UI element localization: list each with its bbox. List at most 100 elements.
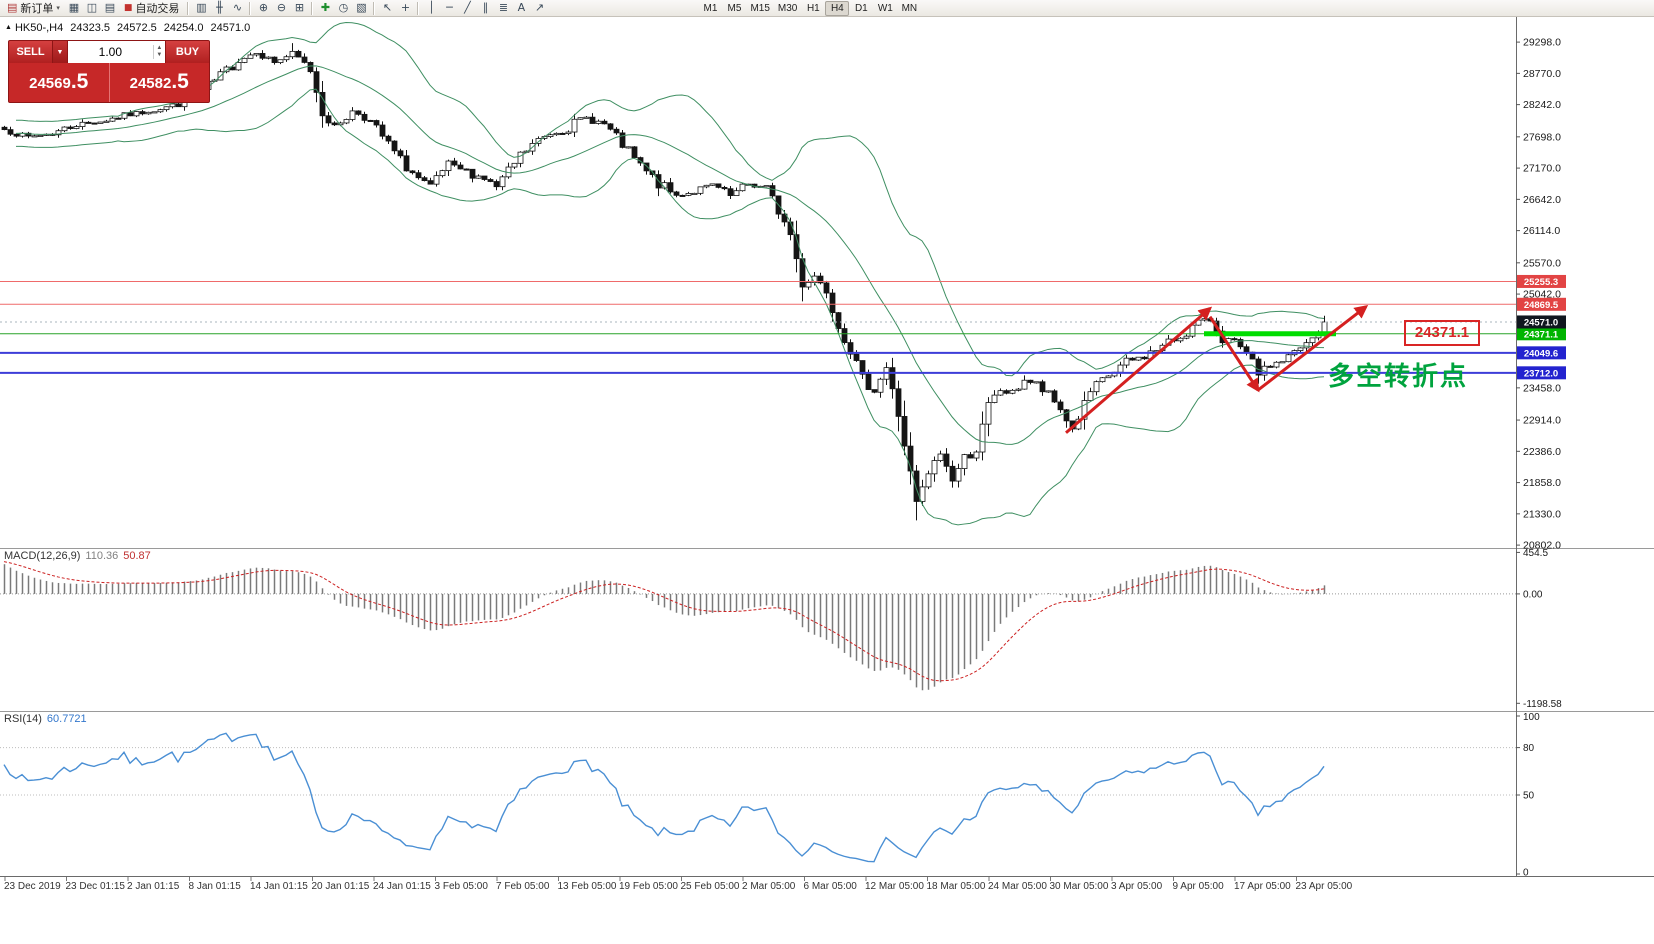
vertical-line-icon[interactable]: │ [428, 1, 435, 14]
ohlc-open: 24323.5 [70, 22, 110, 34]
svg-text:3 Feb 05:00: 3 Feb 05:00 [435, 881, 489, 892]
chart-type-icons-group: ▥ ╫ ∿ [192, 1, 246, 15]
rsi-name: RSI(14) [4, 713, 42, 725]
chart-window-icon[interactable]: ▦ [68, 1, 80, 14]
sell-price-frac: .5 [70, 70, 89, 93]
bar-chart-icon[interactable]: ▥ [196, 1, 207, 14]
symbol-marker-icon: ▲ [5, 24, 12, 31]
toolbar-separator [187, 1, 190, 15]
new-order-label: 新订单 [20, 3, 54, 15]
svg-text:27698.0: 27698.0 [1523, 131, 1561, 143]
zoom-icons-group: ⊕ ⊖ ⊞ [254, 1, 308, 15]
timeframe-m30-button[interactable]: M30 [774, 1, 801, 16]
line-chart-icon[interactable]: ∿ [232, 1, 243, 14]
equidistant-channel-icon[interactable]: ∥ [482, 1, 489, 14]
svg-text:24049.6: 24049.6 [1524, 348, 1558, 359]
buy-price-main: 24582 [129, 75, 172, 92]
svg-text:454.5: 454.5 [1523, 548, 1548, 559]
timeframe-d1-button[interactable]: D1 [849, 1, 873, 16]
timeframe-h4-button[interactable]: H4 [825, 0, 850, 16]
fibonacci-icon[interactable]: ≣ [498, 1, 509, 14]
templates-icon[interactable]: ▧ [356, 1, 367, 14]
rsi-indicator-label: RSI(14) 60.7721 [4, 713, 87, 725]
zoom-out-icon[interactable]: ⊖ [276, 1, 287, 14]
svg-text:17 Apr 05:00: 17 Apr 05:00 [1234, 881, 1291, 892]
timeframe-m1-button[interactable]: M1 [698, 1, 722, 16]
buy-price[interactable]: 24582 .5 [109, 63, 209, 102]
svg-text:22914.0: 22914.0 [1523, 415, 1561, 427]
svg-text:8 Jan 01:15: 8 Jan 01:15 [189, 881, 242, 892]
macd-name: MACD(12,26,9) [4, 550, 81, 562]
buy-button[interactable]: BUY [165, 41, 209, 63]
svg-text:3 Apr 05:00: 3 Apr 05:00 [1111, 881, 1163, 892]
macd-signal-value: 50.87 [123, 550, 151, 562]
svg-text:26114.0: 26114.0 [1523, 225, 1560, 237]
chart-symbol-period: HK50-,H4 [14, 22, 64, 34]
volume-dropdown-button[interactable]: ▼ [53, 41, 68, 63]
horizontal-line-icon[interactable]: ─ [446, 1, 453, 14]
cursor-icons-group: ↖ + [378, 1, 414, 15]
draw-icons-group: │ ─ ╱ ∥ ≣ A ↗ [422, 1, 548, 15]
candlestick-icon[interactable]: ╫ [216, 1, 223, 14]
sell-price-main: 24569 [29, 75, 71, 92]
timeframe-h1-button[interactable]: H1 [801, 1, 825, 16]
volume-input[interactable] [68, 45, 153, 59]
svg-text:24571.0: 24571.0 [1524, 317, 1558, 328]
data-window-icon[interactable]: ▤ [104, 1, 116, 14]
new-order-button[interactable]: ▤ 新订单 ▾ [2, 0, 65, 16]
chevron-down-icon: ▾ [56, 5, 60, 12]
svg-text:50: 50 [1523, 791, 1535, 802]
svg-text:23 Dec 01:15: 23 Dec 01:15 [66, 881, 126, 892]
period-icon[interactable]: ◷ [338, 1, 349, 14]
price-annotation-box[interactable]: 24371.1 [1404, 320, 1480, 346]
svg-text:25042.0: 25042.0 [1523, 289, 1561, 301]
sell-price[interactable]: 24569 .5 [9, 63, 110, 102]
svg-text:0: 0 [1523, 868, 1529, 879]
tile-windows-icon[interactable]: ⊞ [294, 1, 305, 14]
timeframe-mn-button[interactable]: MN [897, 1, 921, 16]
svg-text:24371.1: 24371.1 [1524, 329, 1559, 340]
svg-text:23 Dec 2019: 23 Dec 2019 [4, 881, 61, 892]
indicators-icon[interactable]: ✚ [320, 1, 331, 14]
toolbar-separator [249, 1, 252, 15]
timeframe-m15-button[interactable]: M15 [746, 1, 773, 16]
svg-text:25 Feb 05:00: 25 Feb 05:00 [681, 881, 740, 892]
text-icon[interactable]: A [517, 1, 526, 14]
buy-price-frac: .5 [171, 70, 189, 93]
arrow-icon[interactable]: ↗ [534, 1, 545, 14]
svg-text:25255.3: 25255.3 [1524, 277, 1558, 288]
volume-up-button[interactable]: ▲ [156, 45, 163, 51]
svg-text:80: 80 [1523, 743, 1535, 754]
sell-button[interactable]: SELL [9, 41, 53, 63]
svg-text:23 Apr 05:00: 23 Apr 05:00 [1296, 881, 1353, 892]
svg-text:2 Mar 05:00: 2 Mar 05:00 [742, 881, 796, 892]
toolbar: ▤ 新订单 ▾ ▦ ◫ ▤ ■ 自动交易 ▥ ╫ ∿ ⊕ ⊖ ⊞ ✚ ◷ ▧ ↖ + │ ─ ╱ ∥ ≣ A… [0, 0, 1654, 17]
trendline-icon[interactable]: ╱ [464, 1, 471, 14]
svg-text:14 Jan 01:15: 14 Jan 01:15 [250, 881, 308, 892]
timeframe-w1-button[interactable]: W1 [873, 1, 897, 16]
svg-text:27170.0: 27170.0 [1523, 163, 1561, 175]
auto-trading-label: 自动交易 [135, 3, 180, 15]
svg-text:100: 100 [1523, 712, 1540, 723]
volume-spinner: ▲ ▼ [152, 45, 165, 59]
new-order-icon: ▤ [7, 1, 18, 14]
zoom-in-icon[interactable]: ⊕ [258, 1, 269, 14]
svg-text:7 Feb 05:00: 7 Feb 05:00 [496, 881, 550, 892]
svg-text:2 Jan 01:15: 2 Jan 01:15 [127, 881, 180, 892]
toolbar-separator [373, 1, 376, 15]
timeframe-m5-button[interactable]: M5 [722, 1, 746, 16]
profiles-icon[interactable]: ◫ [86, 1, 98, 14]
auto-trading-button[interactable]: ■ 自动交易 [119, 0, 185, 16]
svg-text:12 Mar 05:00: 12 Mar 05:00 [865, 881, 924, 892]
svg-text:18 Mar 05:00: 18 Mar 05:00 [927, 881, 986, 892]
volume-down-button[interactable]: ▼ [156, 52, 163, 58]
ohlc-low: 24254.0 [163, 22, 204, 34]
turning-point-label[interactable]: 多空转折点 [1328, 361, 1469, 391]
cursor-icon[interactable]: ↖ [382, 1, 393, 14]
crosshair-icon[interactable]: + [400, 1, 411, 14]
toolbar-separator [311, 1, 314, 15]
ohlc-close: 24571.0 [210, 22, 251, 34]
svg-text:19 Feb 05:00: 19 Feb 05:00 [619, 881, 678, 892]
